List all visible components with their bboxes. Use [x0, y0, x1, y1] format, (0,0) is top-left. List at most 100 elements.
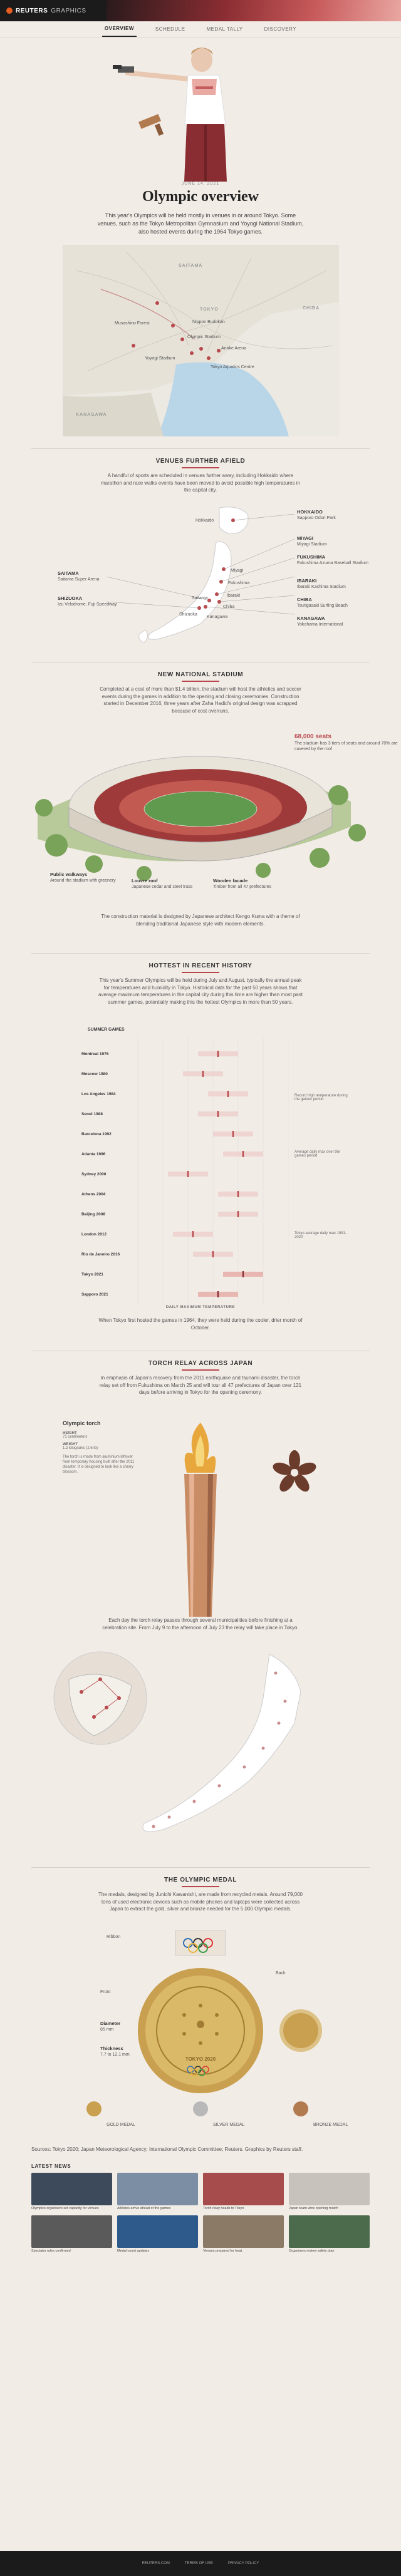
map-label-miyagi: Miyagi [231, 569, 244, 574]
average-max-mark [217, 1051, 219, 1058]
news-caption: Torch relay heads to Tokyo [203, 2206, 244, 2210]
date-line: JUNE 14, 2021 [181, 182, 220, 186]
news-card[interactable]: Athletes arrive ahead of the games [117, 2172, 198, 2211]
category-label: Barcelona 1992 [81, 1132, 112, 1136]
venue-label[interactable]: Nippon Budokan [192, 320, 225, 325]
section-nav: OVERVIEW SCHEDULE MEDAL TALLY DISCOVERY [0, 21, 401, 38]
news-card[interactable]: Medal count updates [117, 2215, 198, 2254]
latest-section: LATEST NEWS [31, 2163, 370, 2169]
nav-schedule[interactable]: SCHEDULE [155, 26, 185, 32]
torch-desc: The torch is made from aluminium leftove… [63, 1455, 135, 1474]
relay-route-map [53, 1651, 301, 1832]
news-thumb [31, 2215, 112, 2249]
ribbon-label: Ribbon [107, 1935, 121, 1940]
stadium-illustration [35, 756, 366, 882]
news-thumb [203, 2172, 284, 2205]
news-card[interactable]: Organisers review safety plan [289, 2215, 370, 2254]
news-thumb [289, 2172, 370, 2205]
footer-link[interactable]: TERMS OF USE [184, 2562, 213, 2565]
news-card[interactable]: Venues prepared for heat [203, 2215, 284, 2254]
category-label: Los Angeles 1984 [81, 1092, 116, 1096]
footer-link[interactable]: PRIVACY POLICY [227, 2562, 259, 2565]
footer: REUTERS.COM TERMS OF USE PRIVACY POLICY [0, 2551, 401, 2576]
cherry-blossom-icon [273, 1450, 316, 1492]
away-right-5: KANAGAWA Yokohama International [297, 616, 343, 627]
news-card[interactable]: Torch relay heads to Tokyo [203, 2172, 284, 2211]
reuters-logo-icon [6, 8, 13, 14]
height-label: HEIGHT [63, 1431, 77, 1436]
relay-note: Each day the torch relay passes through … [102, 1617, 299, 1631]
away-text: A handful of sports are scheduled in ven… [101, 473, 300, 493]
brand-logo[interactable]: REUTERS GRAPHICS [6, 8, 86, 14]
torch-specs: Olympic torch HEIGHT 71 centimeters WEIG… [63, 1420, 138, 1475]
divider [31, 1867, 370, 1868]
chart-annotation-0: Record high temperature during the games… [294, 1094, 348, 1102]
category-label: Seoul 1988 [81, 1112, 103, 1116]
header-banner [107, 0, 401, 21]
stadium-label-1: Louvre roof Japanese cedar and steel trus… [132, 878, 193, 889]
average-max-mark [232, 1131, 234, 1138]
region-chiba: CHIBA [303, 306, 320, 311]
average-max-mark [192, 1231, 194, 1238]
stadium-caption: The construction material is designed by… [101, 914, 300, 927]
venue-label[interactable]: Musashino Forest [115, 321, 150, 326]
venue-label[interactable]: Yoyogi Stadium [145, 356, 175, 361]
stadium-text: Completed at a cost of more than $1.4 bi… [100, 686, 301, 714]
news-card[interactable]: Olympics organisers set capacity for ven… [31, 2172, 112, 2211]
news-card[interactable]: Japan team wins opening match [289, 2172, 370, 2211]
news-caption: Medal count updates [117, 2249, 150, 2254]
category-label: London 2012 [81, 1232, 107, 1237]
torch-title: TORCH RELAY ACROSS JAPAN [148, 1360, 253, 1368]
chart-annotation-2: Tokyo average daily max 1991-2020 [294, 1232, 347, 1240]
torch-section: TORCH RELAY ACROSS JAPAN In emphasis of … [0, 1360, 401, 1642]
latest-title: LATEST NEWS [31, 2163, 71, 2169]
category-label: Sapporo 2021 [81, 1292, 108, 1297]
heat-title: HOTTEST IN RECENT HISTORY [148, 962, 253, 970]
torch-subtitle: Olympic torch [63, 1420, 101, 1427]
weight-label: WEIGHT [63, 1443, 78, 1447]
news-caption: Athletes arrive ahead of the games [117, 2206, 171, 2210]
category-label: Tokyo 2021 [81, 1272, 103, 1277]
chart-col-header: SUMMER GAMES [88, 1028, 125, 1033]
heat-text: This year's Summer Olympics will be held… [98, 977, 303, 1005]
away-right-4: CHIBA Tsurigasaki Surfing Beach [297, 597, 348, 608]
brand-name: REUTERS [16, 7, 48, 14]
nav-medal-tally[interactable]: MEDAL TALLY [206, 26, 243, 32]
footer-link[interactable]: REUTERS.COM [142, 2562, 170, 2565]
nav-overview[interactable]: OVERVIEW [102, 21, 137, 37]
average-max-mark [242, 1271, 244, 1278]
heat-section: HOTTEST IN RECENT HISTORY This year's Su… [0, 962, 401, 1338]
venue-map[interactable]: SAITAMA TOKYO CHIBA KANAGAWA Tokyo Aquat… [63, 245, 339, 437]
news-thumb [117, 2172, 198, 2205]
venue-label[interactable]: Tokyo Aquatics Centre [211, 365, 254, 370]
spec-0: Diameter 85 mm [100, 2021, 121, 2032]
category-label: Athens 2004 [81, 1192, 106, 1197]
news-thumb [31, 2172, 112, 2205]
news-thumb [289, 2215, 370, 2249]
svg-text:TOKYO 2020: TOKYO 2020 [185, 2056, 216, 2062]
news-thumb [117, 2215, 198, 2249]
title-rule [182, 467, 219, 469]
away-section: VENUES FURTHER AFIELD A handful of sport… [0, 458, 401, 646]
away-left-0: SAITAMA Saitama Super Arena [58, 570, 100, 582]
average-max-mark [237, 1211, 239, 1218]
chart-annotation-1: Average daily max over the games period [294, 1150, 340, 1158]
region-kanagawa: KANAGAWA [76, 413, 107, 418]
venue-label[interactable]: Olympic Stadium [187, 335, 221, 340]
medal-section: THE OLYMPIC MEDAL The medals, designed b… [0, 1877, 401, 2140]
medal-illustration: TOKYO 2020 [86, 1930, 322, 2117]
metal-gold: GOLD MEDAL [107, 2123, 135, 2128]
average-max-mark [202, 1071, 204, 1078]
category-label: Moscow 1980 [81, 1072, 108, 1076]
page-title: Olympic overview [142, 188, 259, 205]
height-value: 71 centimeters [63, 1435, 88, 1440]
average-max-mark [237, 1191, 239, 1198]
news-card[interactable]: Spectator rules confirmed [31, 2215, 112, 2254]
temperature-chart: 10°C15°C20°C25°C30°C35°C40°CMontreal 197… [81, 1038, 289, 1305]
news-caption: Venues prepared for heat [203, 2249, 242, 2254]
away-right-2: FUKUSHIMA Fukushima Azuma Baseball Stadiu… [297, 554, 368, 565]
map-label-chiba: Chiba [223, 605, 235, 610]
venue-label[interactable]: Ariake Arena [221, 346, 247, 351]
relay-map[interactable] [0, 1642, 401, 1855]
nav-discovery[interactable]: DISCOVERY [264, 26, 297, 32]
